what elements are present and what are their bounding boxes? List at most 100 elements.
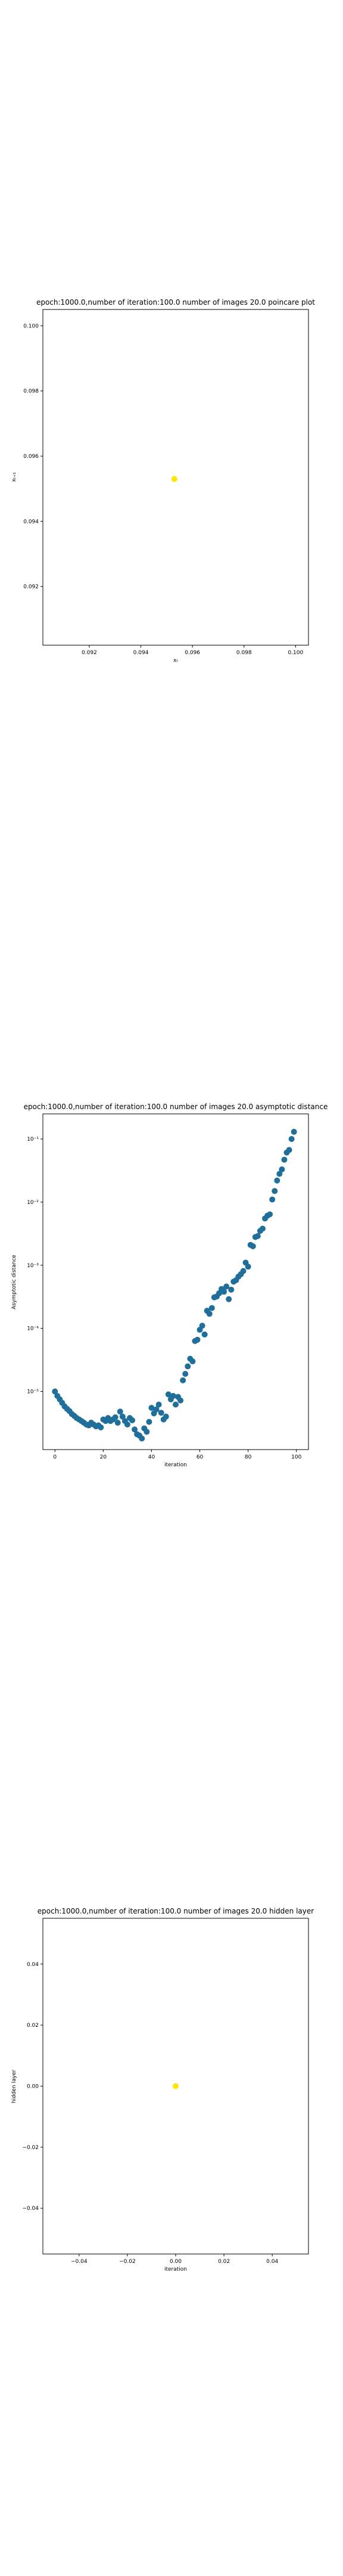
asymptotic-data-point — [124, 1421, 130, 1428]
asymptotic-data-point — [155, 1401, 162, 1408]
asymptotic-data-point — [146, 1419, 152, 1425]
asymptotic-y-tick-label: 10⁻³ — [27, 1263, 39, 1269]
asymptotic-data-point — [208, 1305, 215, 1311]
hidden-layer-y-tick-label: 0.02 — [27, 2023, 39, 2029]
hidden-layer-title: epoch:1000.0,number of iteration:100.0 n… — [38, 1907, 314, 1915]
asymptotic-x-ticks: 0 20 40 60 80 100 — [53, 1450, 302, 1460]
asymptotic-data-point — [180, 1377, 186, 1383]
hidden-layer-x-tick-label: 0.00 — [170, 2259, 182, 2265]
asymptotic-data-point — [119, 1413, 126, 1420]
asymptotic-points — [52, 1129, 297, 1442]
asymptotic-data-point — [201, 1331, 208, 1337]
asymptotic-data-point — [288, 1136, 295, 1143]
asymptotic-data-point — [185, 1363, 191, 1370]
poincare-title: epoch:1000.0,number of iteration:100.0 n… — [36, 298, 315, 306]
hidden-layer-points — [173, 2083, 179, 2089]
hidden-layer-y-label: hidden layer — [11, 2070, 17, 2104]
asymptotic-y-tick-label: 10⁻² — [27, 1200, 39, 1206]
hidden-layer-x-tick-label: 0.02 — [218, 2259, 230, 2265]
asymptotic-data-point — [267, 1211, 273, 1218]
asymptotic-data-point — [129, 1417, 136, 1423]
asymptotic-x-tick-label: 100 — [291, 1454, 301, 1460]
asymptotic-data-point — [165, 1391, 172, 1398]
asymptotic-data-point — [144, 1429, 150, 1435]
hidden-layer-y-ticks: −0.04 −0.02 0.00 0.02 0.04 — [22, 1962, 43, 2212]
poincare-data-point — [171, 476, 177, 482]
asymptotic-data-point — [250, 1243, 256, 1249]
asymptotic-y-label: Asymptotic distance — [11, 1255, 17, 1309]
poincare-y-tick-label: 0.100 — [23, 323, 39, 329]
asymptotic-distance-plot: epoch:1000.0,number of iteration:100.0 n… — [11, 1103, 328, 1468]
asymptotic-data-point — [182, 1371, 189, 1377]
asymptotic-data-point — [254, 1233, 261, 1239]
asymptotic-data-point — [226, 1296, 232, 1302]
hidden-layer-y-tick-label: 0.04 — [27, 1962, 39, 1968]
asymptotic-y-tick-label: 10⁻⁵ — [27, 1389, 39, 1395]
hidden-layer-y-tick-label: 0.00 — [27, 2084, 39, 2090]
asymptotic-data-point — [98, 1424, 104, 1431]
asymptotic-x-tick-label: 0 — [53, 1454, 57, 1460]
asymptotic-y-tick-label: 10⁻⁴ — [27, 1326, 39, 1332]
asymptotic-data-point — [272, 1188, 278, 1194]
asymptotic-data-point — [170, 1393, 176, 1400]
asymptotic-y-ticks: 10⁻⁵ 10⁻⁴ 10⁻³ 10⁻² 10⁻¹ — [27, 1137, 43, 1395]
asymptotic-data-point — [148, 1405, 155, 1411]
asymptotic-data-point — [177, 1397, 184, 1404]
hidden-layer-x-ticks: −0.04 −0.02 0.00 0.02 0.04 — [71, 2254, 278, 2265]
asymptotic-data-point — [153, 1406, 160, 1413]
asymptotic-axes-frame — [42, 1113, 309, 1450]
asymptotic-data-point — [112, 1414, 119, 1420]
poincare-x-tick-label: 0.098 — [236, 650, 252, 656]
poincare-y-ticks: 0.092 0.094 0.096 0.098 0.100 — [23, 323, 43, 590]
poincare-x-label: xₜ — [173, 658, 178, 664]
asymptotic-data-point — [279, 1166, 285, 1173]
asymptotic-data-point — [52, 1388, 58, 1395]
asymptotic-data-point — [245, 1264, 251, 1270]
asymptotic-data-point — [139, 1435, 145, 1442]
asymptotic-x-tick-label: 40 — [148, 1454, 155, 1460]
asymptotic-x-tick-label: 80 — [245, 1454, 252, 1460]
poincare-plot: epoch:1000.0,number of iteration:100.0 n… — [11, 298, 315, 664]
asymptotic-title: epoch:1000.0,number of iteration:100.0 n… — [24, 1103, 328, 1111]
asymptotic-data-point — [259, 1225, 266, 1232]
hidden-layer-x-tick-label: 0.04 — [266, 2259, 278, 2265]
asymptotic-y-tick-label: 10⁻¹ — [27, 1137, 39, 1143]
poincare-y-tick-label: 0.094 — [23, 519, 39, 525]
asymptotic-data-point — [158, 1410, 164, 1416]
asymptotic-data-point — [199, 1323, 205, 1329]
poincare-x-tick-label: 0.092 — [82, 650, 97, 656]
asymptotic-x-tick-label: 60 — [197, 1454, 204, 1460]
asymptotic-data-point — [194, 1336, 201, 1343]
poincare-y-tick-label: 0.096 — [23, 454, 39, 460]
asymptotic-data-point — [132, 1426, 138, 1433]
poincare-axes-frame — [42, 309, 309, 646]
asymptotic-data-point — [274, 1177, 280, 1184]
hidden-layer-y-tick-label: −0.02 — [22, 2145, 39, 2151]
asymptotic-data-point — [221, 1289, 227, 1295]
asymptotic-data-point — [240, 1268, 247, 1274]
poincare-y-tick-label: 0.098 — [23, 389, 39, 395]
hidden-layer-data-point — [173, 2083, 179, 2089]
poincare-y-label: xₜ₊₁ — [11, 472, 17, 482]
poincare-x-tick-label: 0.100 — [288, 650, 303, 656]
poincare-x-ticks: 0.092 0.094 0.096 0.098 0.100 — [82, 645, 304, 656]
hidden-layer-x-tick-label: −0.02 — [119, 2259, 136, 2265]
asymptotic-data-point — [206, 1311, 213, 1317]
poincare-x-tick-label: 0.096 — [185, 650, 200, 656]
poincare-y-tick-label: 0.092 — [23, 584, 39, 590]
asymptotic-x-label: iteration — [164, 1462, 187, 1468]
poincare-x-tick-label: 0.094 — [133, 650, 149, 656]
hidden-layer-x-label: iteration — [164, 2267, 187, 2272]
asymptotic-data-point — [269, 1196, 276, 1203]
asymptotic-data-point — [276, 1171, 283, 1177]
hidden-layer-y-tick-label: −0.04 — [22, 2206, 39, 2212]
asymptotic-x-tick-label: 20 — [100, 1454, 107, 1460]
asymptotic-data-point — [114, 1419, 121, 1426]
asymptotic-data-point — [286, 1147, 292, 1153]
hidden-layer-plot: epoch:1000.0,number of iteration:100.0 n… — [11, 1907, 314, 2272]
asymptotic-data-point — [223, 1283, 230, 1290]
poincare-points — [171, 476, 177, 482]
asymptotic-data-point — [163, 1413, 169, 1420]
asymptotic-data-point — [173, 1401, 179, 1408]
asymptotic-data-point — [281, 1156, 288, 1163]
